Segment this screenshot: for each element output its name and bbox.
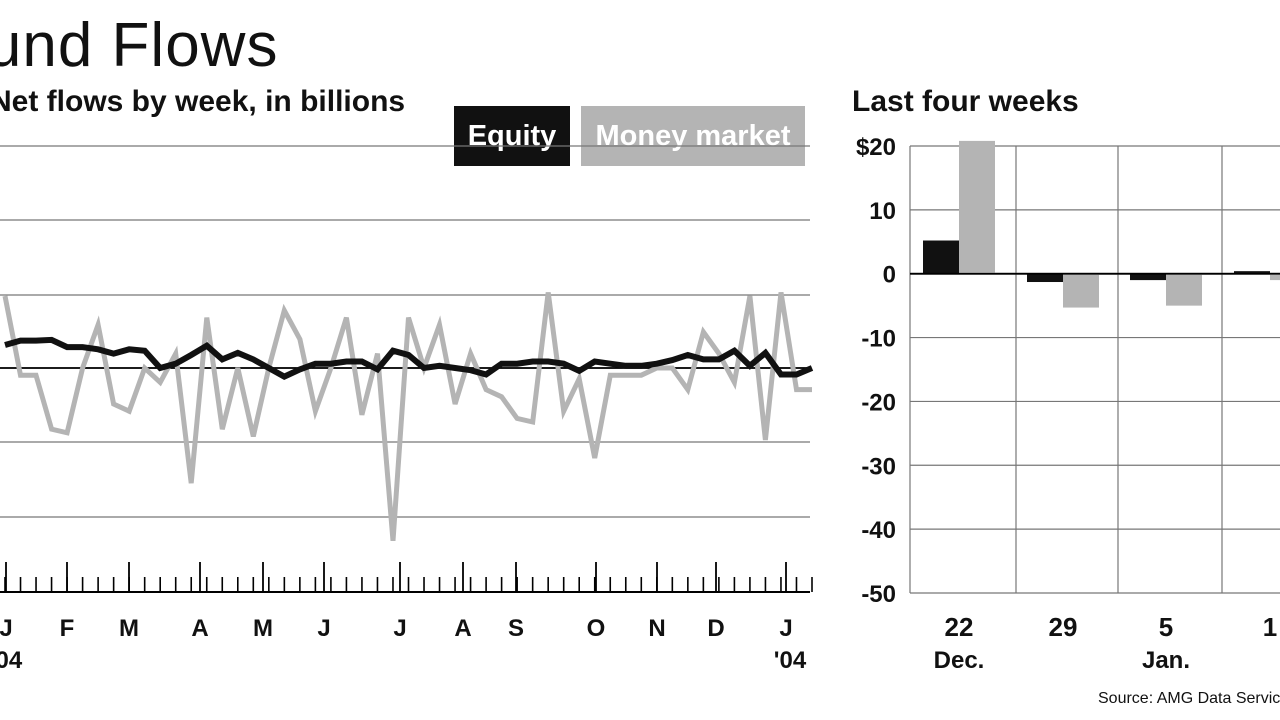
equity-bar (1130, 273, 1166, 281)
x-tick-label: J (0, 615, 13, 642)
weekly-flows-line-chart: J F M A M J J A S O N D J '04 '04 (0, 145, 814, 674)
right-panel-title: Last four weeks (852, 85, 1079, 118)
money-market-bar (1166, 273, 1202, 306)
x-tick-label: D (707, 615, 724, 642)
equity-bar (1234, 271, 1270, 274)
legend-money-market: Money market (581, 106, 805, 166)
x-tick-label: N (648, 615, 665, 642)
bar-category-label: 5 (1159, 612, 1173, 642)
year-label: '04 (774, 647, 807, 674)
x-tick-label: M (253, 615, 273, 642)
bar-month-label: Dec. (934, 647, 985, 674)
y-tick-label: $20 (856, 134, 896, 161)
x-tick-label: O (587, 615, 606, 642)
bar-category-label: 22 (945, 612, 974, 642)
equity-series-line (4, 336, 814, 380)
money-market-bar (1063, 273, 1099, 308)
x-tick-label: F (60, 615, 75, 642)
y-tick-label: -10 (861, 326, 896, 353)
equity-bar (1027, 273, 1063, 283)
legend-equity: Equity (454, 106, 570, 166)
x-tick-label: M (119, 615, 139, 642)
x-tick-label: J (393, 615, 406, 642)
last-four-weeks-bar-chart: $20 10 0 -10 -20 -30 -40 -50 22 Dec. 29 5 Jan. 1 (856, 134, 1280, 674)
y-tick-label: 0 (883, 262, 896, 289)
money-market-series-line (2, 292, 812, 542)
x-tick-label: A (191, 615, 208, 642)
money-market-bar (959, 140, 995, 274)
bar-category-label: 29 (1049, 612, 1078, 642)
y-tick-label: 10 (869, 198, 896, 225)
equity-bar (923, 240, 959, 274)
chart-title: Fund Flows (0, 11, 279, 80)
x-tick-label: A (454, 615, 471, 642)
x-tick-label: S (508, 615, 524, 642)
chart-subtitle: Net flows by week, in billions (0, 85, 406, 118)
x-tick-label: J (779, 615, 792, 642)
x-tick-label: J (317, 615, 330, 642)
bar-category-label: 1 (1263, 612, 1277, 642)
y-tick-label: -20 (861, 389, 896, 416)
year-label: '04 (0, 647, 23, 674)
y-tick-label: -30 (861, 453, 896, 480)
money-market-bar (1270, 273, 1280, 281)
y-tick-label: -40 (861, 517, 896, 544)
bar-month-label: Jan. (1142, 647, 1190, 674)
source-note: Source: AMG Data Services (1098, 690, 1280, 707)
y-tick-label: -50 (861, 581, 896, 608)
